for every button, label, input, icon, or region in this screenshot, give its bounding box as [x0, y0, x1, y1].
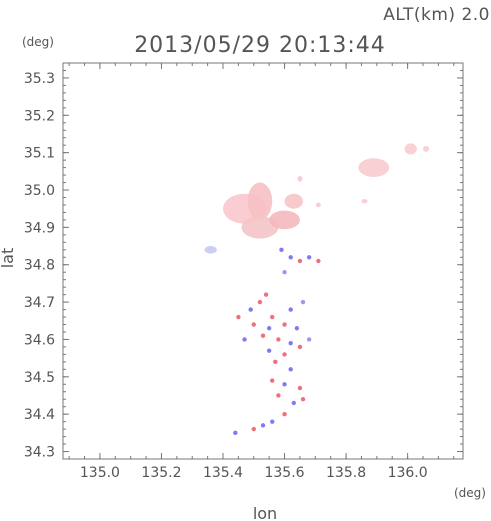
- echo-blob-11: [361, 198, 368, 204]
- echo-point-17: [288, 340, 293, 346]
- plot-frame: [62, 62, 464, 460]
- axes: [62, 62, 464, 460]
- echo-blobs: [204, 143, 430, 254]
- y-tick-label-8: 35.1: [24, 146, 55, 162]
- echo-point-10: [288, 307, 293, 312]
- echo-point-15: [260, 333, 266, 338]
- echo-point-2: [297, 258, 303, 264]
- echo-point-16: [276, 337, 281, 342]
- echo-point-24: [270, 378, 275, 383]
- echo-point-3: [306, 255, 312, 260]
- x-tick-label-3: 135.6: [264, 465, 304, 481]
- echo-point-1: [288, 255, 293, 260]
- echo-blob-4: [284, 193, 303, 209]
- y-tick-label-6: 34.9: [24, 220, 55, 236]
- y-tick-label-9: 35.2: [24, 108, 55, 124]
- plot-area: [204, 143, 430, 436]
- echo-point-35: [306, 337, 312, 342]
- altitude-label: ALT(km) 2.0: [383, 5, 490, 25]
- echo-point-18: [242, 337, 247, 342]
- echo-point-37: [300, 299, 306, 305]
- x-tick-label-0: 135.0: [80, 465, 120, 481]
- echo-point-33: [233, 430, 238, 436]
- y-tick-label-1: 34.4: [24, 407, 55, 423]
- echo-point-27: [276, 393, 281, 398]
- echo-point-25: [282, 382, 287, 387]
- echo-point-36: [236, 314, 241, 320]
- echo-point-12: [266, 326, 272, 331]
- y-tick-label-5: 34.8: [24, 258, 55, 274]
- echo-point-14: [294, 326, 300, 331]
- echo-blob-5: [358, 158, 390, 177]
- echo-point-4: [282, 270, 287, 275]
- echo-point-20: [282, 352, 287, 357]
- echo-point-8: [248, 307, 253, 312]
- x-tick-label-4: 135.8: [326, 465, 366, 481]
- echo-point-13: [282, 322, 287, 327]
- echo-point-28: [291, 400, 296, 406]
- y-tick-label-7: 35.0: [24, 183, 55, 199]
- echo-blob-8: [204, 246, 217, 254]
- echo-point-5: [316, 258, 321, 264]
- echo-blob-2: [241, 216, 279, 239]
- echo-blob-9: [297, 175, 303, 182]
- x-tick-labels: 135.0 135.2 135.4 135.6 135.8 136.0: [80, 465, 428, 481]
- echo-point-31: [270, 419, 275, 424]
- echo-point-21: [297, 344, 303, 350]
- echo-point-32: [251, 426, 256, 432]
- x-unit-label: (deg): [454, 486, 486, 500]
- x-tick-label-1: 135.2: [141, 465, 181, 481]
- echo-blob-1: [247, 182, 273, 220]
- echo-point-22: [273, 359, 278, 365]
- echo-blob-7: [423, 145, 430, 152]
- echo-point-7: [257, 299, 263, 305]
- echo-point-9: [270, 314, 275, 320]
- y-tick-label-3: 34.6: [24, 332, 55, 348]
- echo-point-6: [263, 292, 269, 297]
- echo-point-19: [266, 348, 272, 353]
- y-unit-label: (deg): [22, 35, 54, 49]
- echo-blob-6: [404, 143, 417, 155]
- echo-point-30: [282, 411, 287, 417]
- x-tick-label-5: 136.0: [388, 465, 428, 481]
- echo-blob-3: [269, 210, 300, 230]
- x-axis-label: lon: [253, 504, 277, 521]
- y-tick-labels: 34.3 34.4 34.5 34.6 34.7 34.8 34.9 35.0 35.1 35.2…: [24, 71, 55, 461]
- chart-title: 2013/05/29 20:13:44: [134, 33, 386, 58]
- echo-point-23: [288, 367, 293, 372]
- echo-blob-10: [315, 202, 321, 208]
- echo-point-34: [260, 423, 266, 428]
- echo-point-0: [279, 247, 284, 252]
- y-tick-label-0: 34.3: [24, 445, 55, 461]
- echo-point-11: [251, 322, 256, 327]
- y-tick-label-4: 34.7: [24, 295, 55, 311]
- echo-point-29: [300, 397, 306, 402]
- echo-point-26: [297, 385, 303, 391]
- y-tick-label-2: 34.5: [24, 370, 55, 386]
- tick-marks: [63, 63, 463, 459]
- y-tick-label-10: 35.3: [24, 71, 55, 87]
- y-axis-label: lat: [0, 248, 17, 269]
- x-tick-label-2: 135.4: [203, 465, 243, 481]
- echo-points: [233, 247, 321, 436]
